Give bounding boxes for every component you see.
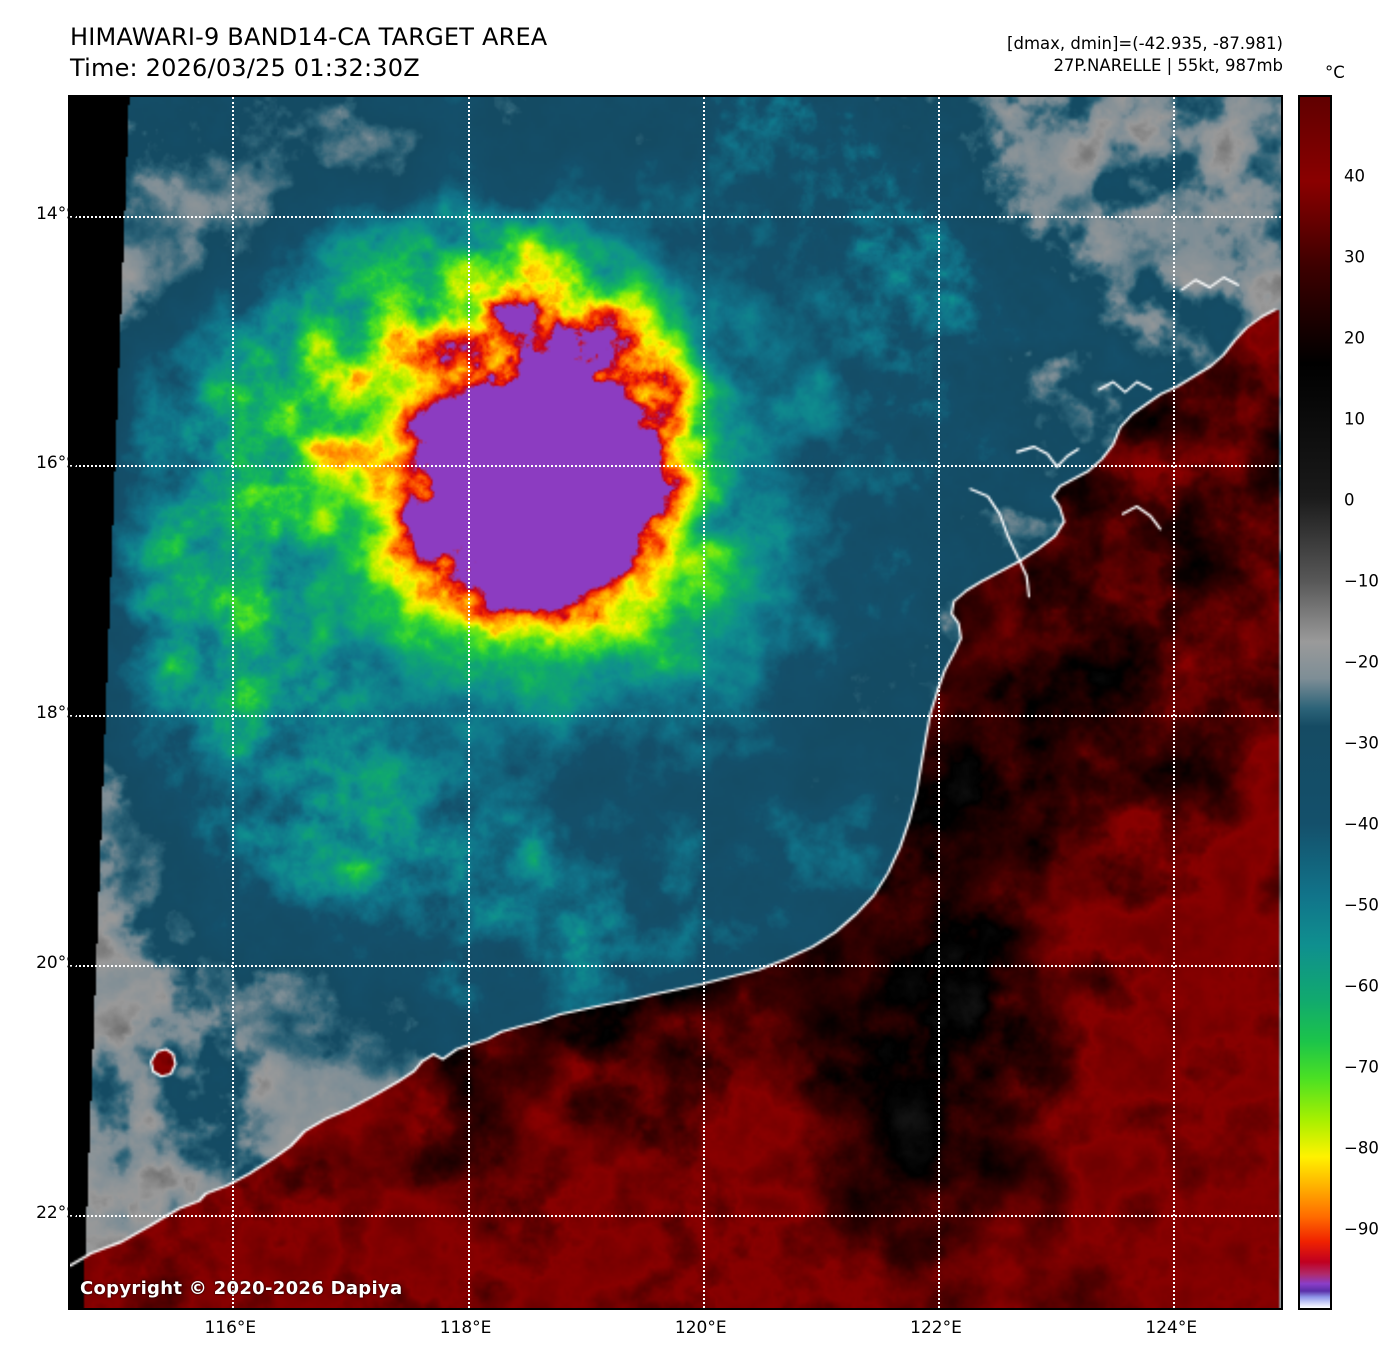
longitude-tick-label: 122°E (910, 1318, 962, 1338)
gridline-longitude (938, 97, 941, 1308)
colorbar-tick-label: 20 (1344, 328, 1365, 348)
colorbar-tick-label: −70 (1344, 1057, 1379, 1077)
colorbar-tick-label: 40 (1344, 166, 1365, 186)
colorbar-tick-label: −50 (1344, 895, 1379, 915)
infrared-satellite-imagery (70, 97, 1281, 1308)
colorbar-tick-label: −60 (1344, 976, 1379, 996)
title-line-2: Time: 2026/03/25 01:32:30Z (70, 54, 420, 82)
gridline-latitude (70, 715, 1281, 718)
gridline-latitude (70, 1214, 1281, 1217)
title-line-1: HIMAWARI-9 BAND14-CA TARGET AREA (70, 23, 548, 51)
gridline-latitude (70, 215, 1281, 218)
gridline-longitude (1173, 97, 1176, 1308)
colorbar-unit-label: °C (1325, 63, 1345, 82)
latitude-tick-label: 22°S (36, 1202, 77, 1223)
latitude-tick-label: 14°S (36, 203, 77, 224)
latitude-tick-label: 20°S (36, 952, 77, 973)
latitude-tick-label: 16°S (36, 453, 77, 474)
colorbar-tick-label: −30 (1344, 733, 1379, 753)
storm-info-label: 27P.NARELLE | 55kt, 987mb (1053, 56, 1283, 75)
colorbar-tick-label: −90 (1344, 1219, 1379, 1239)
longitude-tick-label: 118°E (439, 1318, 492, 1338)
colorbar-tick-label: −10 (1344, 571, 1379, 591)
gridline-layer (70, 97, 1281, 1308)
gridline-longitude (232, 97, 235, 1308)
colorbar-tick-label: −80 (1344, 1138, 1379, 1158)
satellite-image-plot[interactable] (68, 95, 1283, 1310)
gridline-longitude (702, 97, 705, 1308)
gridline-latitude (70, 465, 1281, 468)
latitude-tick-label: 18°S (36, 703, 77, 724)
gridline-longitude (467, 97, 470, 1308)
colorbar-tick-label: −20 (1344, 652, 1379, 672)
longitude-tick-label: 124°E (1145, 1318, 1198, 1338)
metadata-block: [dmax, dmin]=(-42.935, -87.981) 27P.NARE… (1007, 33, 1283, 77)
colorbar-tick-label: 10 (1344, 409, 1365, 429)
temperature-colorbar[interactable] (1298, 95, 1332, 1310)
copyright-notice: Copyright © 2020-2026 Dapiya (80, 1278, 403, 1299)
longitude-tick-label: 116°E (204, 1318, 257, 1338)
colorbar-tick-label: −40 (1344, 814, 1379, 834)
colorbar-tick-label: 0 (1344, 490, 1355, 510)
data-range-label: [dmax, dmin]=(-42.935, -87.981) (1007, 34, 1283, 53)
plot-inner (70, 97, 1281, 1308)
colorbar-gradient (1300, 97, 1330, 1308)
gridline-latitude (70, 964, 1281, 967)
page-title: HIMAWARI-9 BAND14-CA TARGET AREA Time: 2… (70, 22, 547, 84)
longitude-tick-label: 120°E (674, 1318, 727, 1338)
colorbar-tick-label: 30 (1344, 247, 1365, 267)
